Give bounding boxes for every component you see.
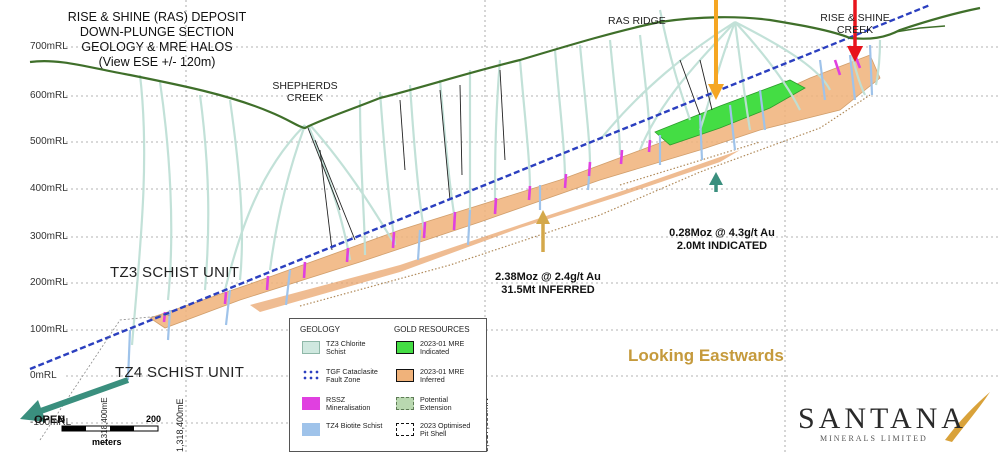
tz4-unit-label: TZ4 SCHIST UNIT	[115, 364, 245, 381]
legend-geology-heading: GEOLOGY	[300, 325, 341, 334]
topography-line-right	[894, 25, 946, 33]
title-line-4: (View ESE +/- 120m)	[98, 55, 216, 69]
section-title: RISE & SHINE (RAS) DEPOSIT DOWN-PLUNGE S…	[52, 10, 262, 70]
legend-swatch-pit-shell	[396, 423, 414, 436]
legend-resources-heading: GOLD RESOURCES	[394, 325, 470, 334]
scale-bar	[61, 425, 159, 432]
santana-logo-mark	[945, 392, 990, 442]
inferred-up-arrow	[536, 210, 550, 252]
rise-shine-creek-label: RISE & SHINE CREEK	[820, 12, 890, 36]
rssz-mineralisation	[162, 54, 862, 323]
legend-swatch-biotite	[302, 423, 320, 436]
title-line-2: DOWN-PLUNGE SECTION	[79, 25, 235, 39]
legend-swatch-extension	[396, 397, 414, 410]
chlorite-drillholes	[130, 9, 882, 346]
scale-max-label: 200	[146, 414, 162, 424]
rl-label-200: 200mRL	[30, 277, 68, 288]
rl-label-500: 500mRL	[30, 136, 68, 147]
tz3-unit-label: TZ3 SCHIST UNIT	[110, 264, 240, 281]
scale-zero-label: 0	[59, 414, 65, 424]
open-direction-arrow	[20, 377, 130, 422]
rl-label-700: 700mRL	[30, 41, 68, 52]
inferred-resource-label: 2.38Moz @ 2.4g/t Au 31.5Mt INFERRED	[495, 271, 601, 296]
biotite-drillholes	[126, 44, 874, 381]
title-line-1: RISE & SHINE (RAS) DEPOSIT	[67, 10, 247, 24]
indicated-resource-label: 0.28Moz @ 4.3g/t Au 2.0Mt INDICATED	[669, 227, 775, 252]
rl-label-100: 100mRL	[30, 324, 68, 335]
legend-swatch-rssz	[302, 397, 320, 410]
legend: GEOLOGY GOLD RESOURCES TZ3 Chlorite Schi…	[289, 318, 487, 452]
potential-extension	[299, 94, 871, 307]
legend-swatch-chlorite	[302, 341, 320, 354]
santana-logo: SANTANA MINERALS LIMITED	[798, 392, 978, 452]
topography-line	[29, 6, 981, 130]
indicated-down-arrow	[708, 0, 724, 100]
logo-subtitle: MINERALS LIMITED	[820, 434, 928, 443]
rl-label-0: 0mRL	[30, 370, 57, 381]
inferred-resource-halo	[149, 54, 881, 329]
easting-label-small: 1,318,400mE	[100, 397, 109, 445]
rl-label-600: 600mRL	[30, 90, 68, 101]
rl-label-400: 400mRL	[30, 183, 68, 194]
scale-unit-label: meters	[92, 437, 122, 447]
looking-eastwards-label: Looking Eastwards	[628, 346, 784, 365]
open-label: OPEN	[34, 414, 66, 426]
inferred-resource-halo-lower	[250, 150, 740, 312]
optimised-pit-holes	[307, 59, 713, 251]
legend-swatch-indicated	[396, 341, 414, 354]
logo-name: SANTANA	[798, 402, 967, 435]
legend-swatch-fault	[302, 369, 320, 382]
legend-swatch-inferred	[396, 369, 414, 382]
shepherds-creek-label: SHEPHERDS CREEK	[272, 80, 338, 104]
title-line-3: GEOLOGY & MRE HALOS	[81, 40, 233, 54]
rise-shine-red-arrow	[847, 0, 863, 62]
rl-label-300: 300mRL	[30, 231, 68, 242]
rl-label-minus100: -100mRL	[30, 417, 72, 428]
easting-label-main: 1,318,400mE	[175, 398, 185, 452]
indicated-up-arrow	[709, 172, 723, 192]
ras-ridge-label: RAS RIDGE	[608, 15, 666, 27]
